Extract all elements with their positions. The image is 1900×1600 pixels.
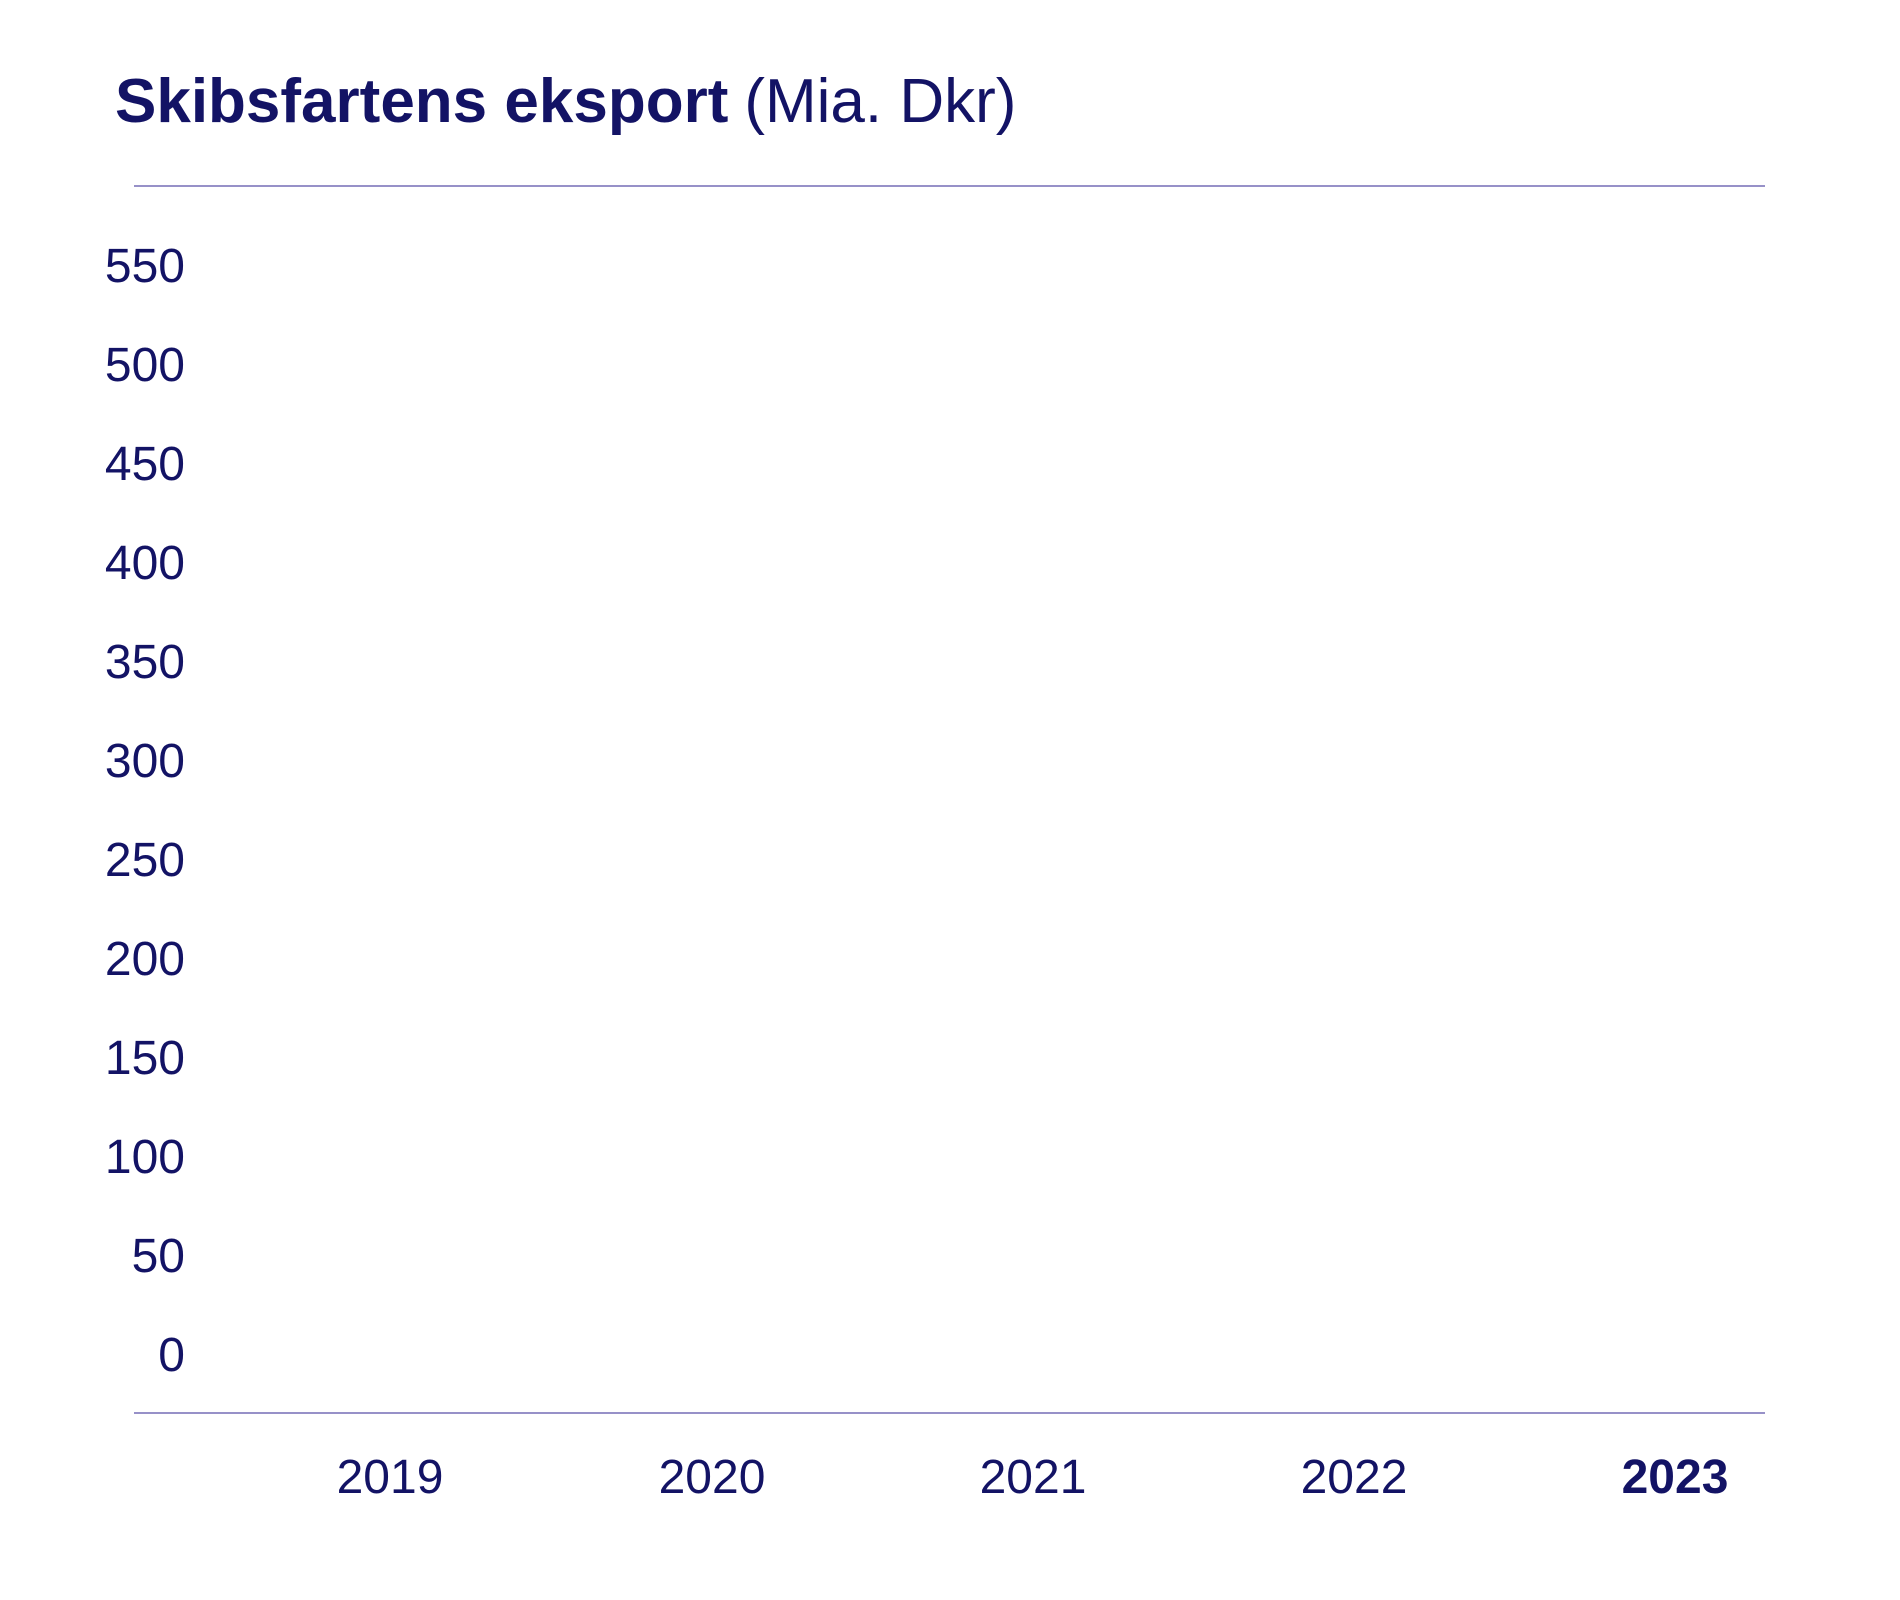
x-tick-2021: 2021: [979, 1451, 1087, 1504]
y-tick-550: 550: [104, 240, 185, 293]
y-tick-100: 100: [104, 1131, 185, 1184]
y-tick-50: 50: [131, 1230, 185, 1283]
title-divider-line: [134, 185, 1765, 187]
y-tick-200: 200: [104, 933, 185, 986]
y-tick-300: 300: [104, 735, 185, 788]
y-tick-500: 500: [104, 339, 185, 392]
x-tick-2019: 2019: [336, 1451, 444, 1504]
chart-title-unit: (Mia. Dkr): [744, 67, 1017, 136]
chart-title-main: Skibsfartens eksport: [115, 67, 729, 136]
y-tick-250: 250: [104, 834, 185, 887]
y-tick-150: 150: [104, 1032, 185, 1085]
y-tick-350: 350: [104, 636, 185, 689]
x-tick-2022: 2022: [1300, 1451, 1408, 1504]
y-tick-450: 450: [104, 438, 185, 491]
y-tick-400: 400: [104, 537, 185, 590]
x-axis-line: [134, 1412, 1765, 1414]
chart-title: Skibsfartens eksport (Mia. Dkr): [115, 67, 1017, 136]
plot-area: [230, 187, 1765, 1412]
x-tick-2023: 2023: [1621, 1451, 1729, 1504]
x-tick-2020: 2020: [658, 1451, 766, 1504]
y-tick-0: 0: [158, 1329, 185, 1382]
